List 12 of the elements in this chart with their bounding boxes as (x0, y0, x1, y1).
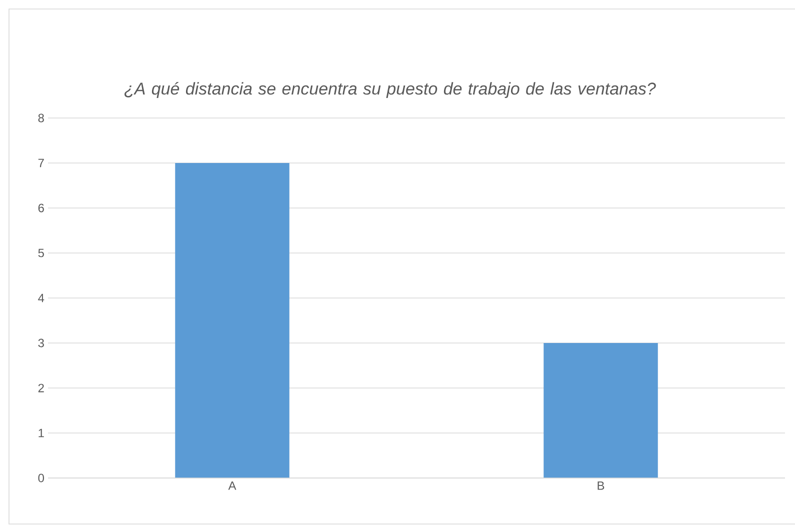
y-tick-label: 4 (38, 294, 44, 302)
chart-title: ¿A qué distancia se encuentra su puesto de trabajo de las ventanas? (124, 82, 656, 98)
y-tick-label: 6 (38, 204, 44, 212)
y-tick-label: 7 (38, 158, 44, 168)
y-tick-label: 5 (38, 248, 44, 258)
x-tick-label: A (228, 482, 236, 490)
y-tick-label: 0 (38, 474, 44, 482)
y-tick-label: 1 (38, 428, 44, 438)
y-tick-label: 2 (38, 384, 44, 392)
x-tick-label: B (598, 482, 604, 490)
y-tick-label: 3 (38, 338, 44, 348)
y-tick-label: 8 (38, 114, 44, 122)
